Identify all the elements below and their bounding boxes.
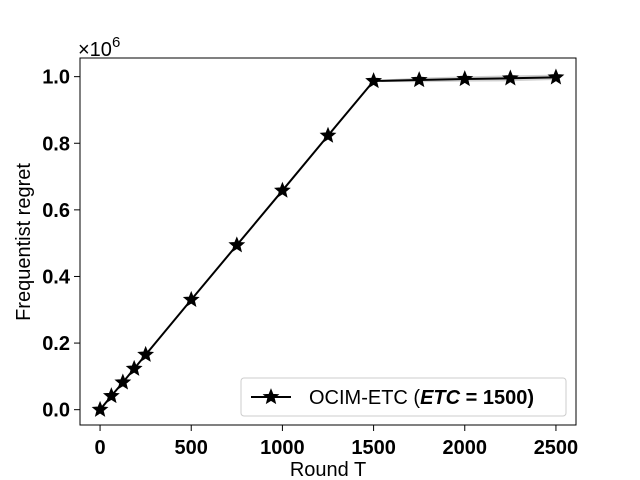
x-axis-ticks: 0 500 1000 1500 2000 2500	[94, 425, 578, 459]
legend-suffix-value: = 1500)	[460, 387, 534, 409]
offset-text: ×106	[78, 34, 120, 61]
x-tick-label: 0	[94, 437, 105, 459]
data-point-marker	[182, 290, 200, 307]
y-tick-label: 0.6	[42, 200, 70, 222]
x-tick-label: 500	[175, 437, 208, 459]
data-point-marker	[102, 387, 120, 404]
data-point-marker	[114, 373, 132, 390]
y-axis-label: Frequentist regret	[13, 163, 35, 321]
data-point-marker	[501, 69, 519, 86]
legend-emphasis: ETC	[420, 387, 461, 409]
legend-label: OCIM-ETC (ETC = 1500)	[309, 387, 534, 409]
x-tick-label: 1500	[351, 437, 396, 459]
x-axis-label: Round T	[290, 459, 366, 480]
legend: OCIM-ETC (ETC = 1500)	[240, 377, 567, 417]
data-point-marker	[125, 359, 143, 376]
x-tick-label: 2000	[443, 437, 488, 459]
data-point-marker	[410, 71, 428, 88]
legend-star-marker	[262, 388, 280, 405]
offset-exponent: 6	[112, 34, 120, 51]
y-tick-label: 0.0	[42, 400, 70, 422]
y-axis-ticks: 0.0 0.2 0.4 0.6 0.8 1.0	[42, 67, 80, 422]
marker-layer	[91, 68, 565, 417]
data-point-marker	[365, 72, 382, 89]
y-tick-label: 0.4	[42, 266, 71, 288]
data-point-marker	[456, 70, 474, 87]
data-point-marker	[137, 345, 155, 362]
data-point-marker	[274, 181, 291, 198]
y-tick-label: 0.8	[42, 133, 70, 155]
data-point-marker	[91, 400, 109, 417]
data-point-marker	[228, 236, 246, 253]
data-point-marker	[319, 126, 337, 143]
plot-area	[80, 58, 576, 425]
legend-box	[240, 377, 567, 417]
y-tick-label: 1.0	[42, 67, 70, 89]
x-tick-label: 1000	[260, 437, 305, 459]
y-tick-label: 0.2	[42, 333, 70, 355]
plot-frame	[79, 57, 577, 426]
data-point-marker	[547, 68, 565, 85]
x-tick-label: 2500	[534, 437, 579, 459]
